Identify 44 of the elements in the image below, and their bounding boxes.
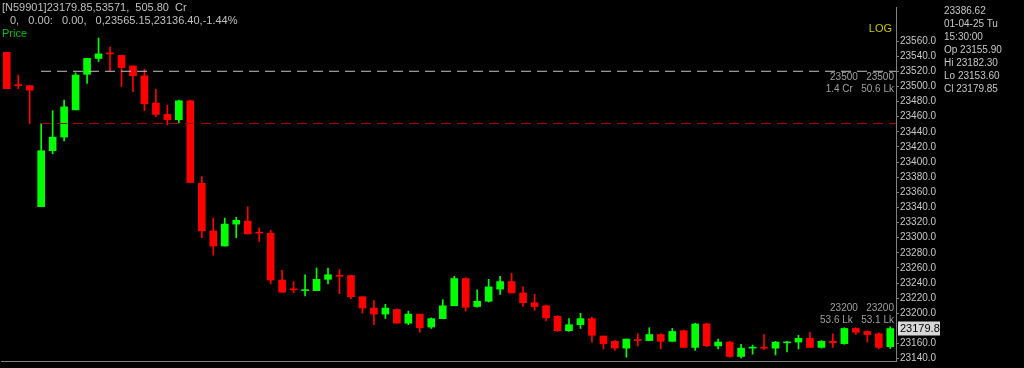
y-tick-label: 23320.0	[900, 216, 937, 228]
y-tick-label: 23420.0	[900, 140, 937, 152]
y-tick-label: 23540.0	[900, 49, 937, 61]
y-tick-label: 23460.0	[900, 110, 937, 122]
text: Cl 23179.85	[944, 82, 999, 95]
y-tick-label: 23260.0	[900, 261, 937, 273]
candlestick	[14, 74, 23, 90]
annotation: 23200 23200	[829, 302, 894, 314]
y-tick-label: 23440.0	[900, 125, 937, 137]
y-tick-label: 23140.0	[900, 352, 937, 364]
candlestick	[232, 216, 241, 239]
candlestick	[634, 333, 642, 347]
y-tick-label: 23160.0	[900, 337, 937, 349]
y-tick-label: 23400.0	[900, 155, 937, 167]
annotation: LOG	[868, 22, 892, 35]
annotation: 23179.8	[900, 321, 940, 334]
y-tick-label: 23380.0	[900, 170, 937, 182]
text: Op 23155.90	[944, 43, 1002, 56]
annotation: 1.4 Cr 50.6 Lk	[825, 83, 894, 95]
candlestick	[25, 85, 34, 124]
candlestick	[829, 333, 837, 348]
text: Lo 23153.60	[944, 69, 1001, 82]
annotation: 53.6 Lk 53.1 Lk	[820, 314, 894, 326]
y-tick-label: 23220.0	[900, 291, 937, 303]
annotation: 23500 23500	[829, 71, 894, 83]
text: 0, 0.00: 0.00, 0,23565.15,23136.40,-1.44%	[9, 14, 238, 27]
text: Hi 23182.30	[944, 56, 999, 69]
y-tick-label: 23200.0	[900, 307, 937, 319]
candlestick	[301, 274, 309, 297]
y-tick-label: 23340.0	[900, 201, 937, 213]
candlestick	[370, 300, 378, 326]
text: 15:30:00	[944, 30, 984, 43]
y-tick-label: 23480.0	[900, 95, 937, 107]
y-tick-label: 23280.0	[900, 246, 937, 258]
y-tick-label: 23360.0	[900, 186, 937, 198]
chart-title: [N59901]23179.85,53571, 505.80 Cr	[2, 1, 188, 14]
y-tick-label: 23520.0	[900, 65, 937, 77]
y-tick-label: 23240.0	[900, 276, 937, 288]
text: 23386.62	[944, 4, 987, 17]
y-axis-title: Price	[2, 27, 29, 40]
text: 01-04-25 Tu	[944, 17, 999, 30]
y-tick-label: 23300.0	[900, 231, 937, 243]
y-tick-label: 23500.0	[900, 80, 937, 92]
y-tick-label: 23560.0	[900, 34, 937, 46]
